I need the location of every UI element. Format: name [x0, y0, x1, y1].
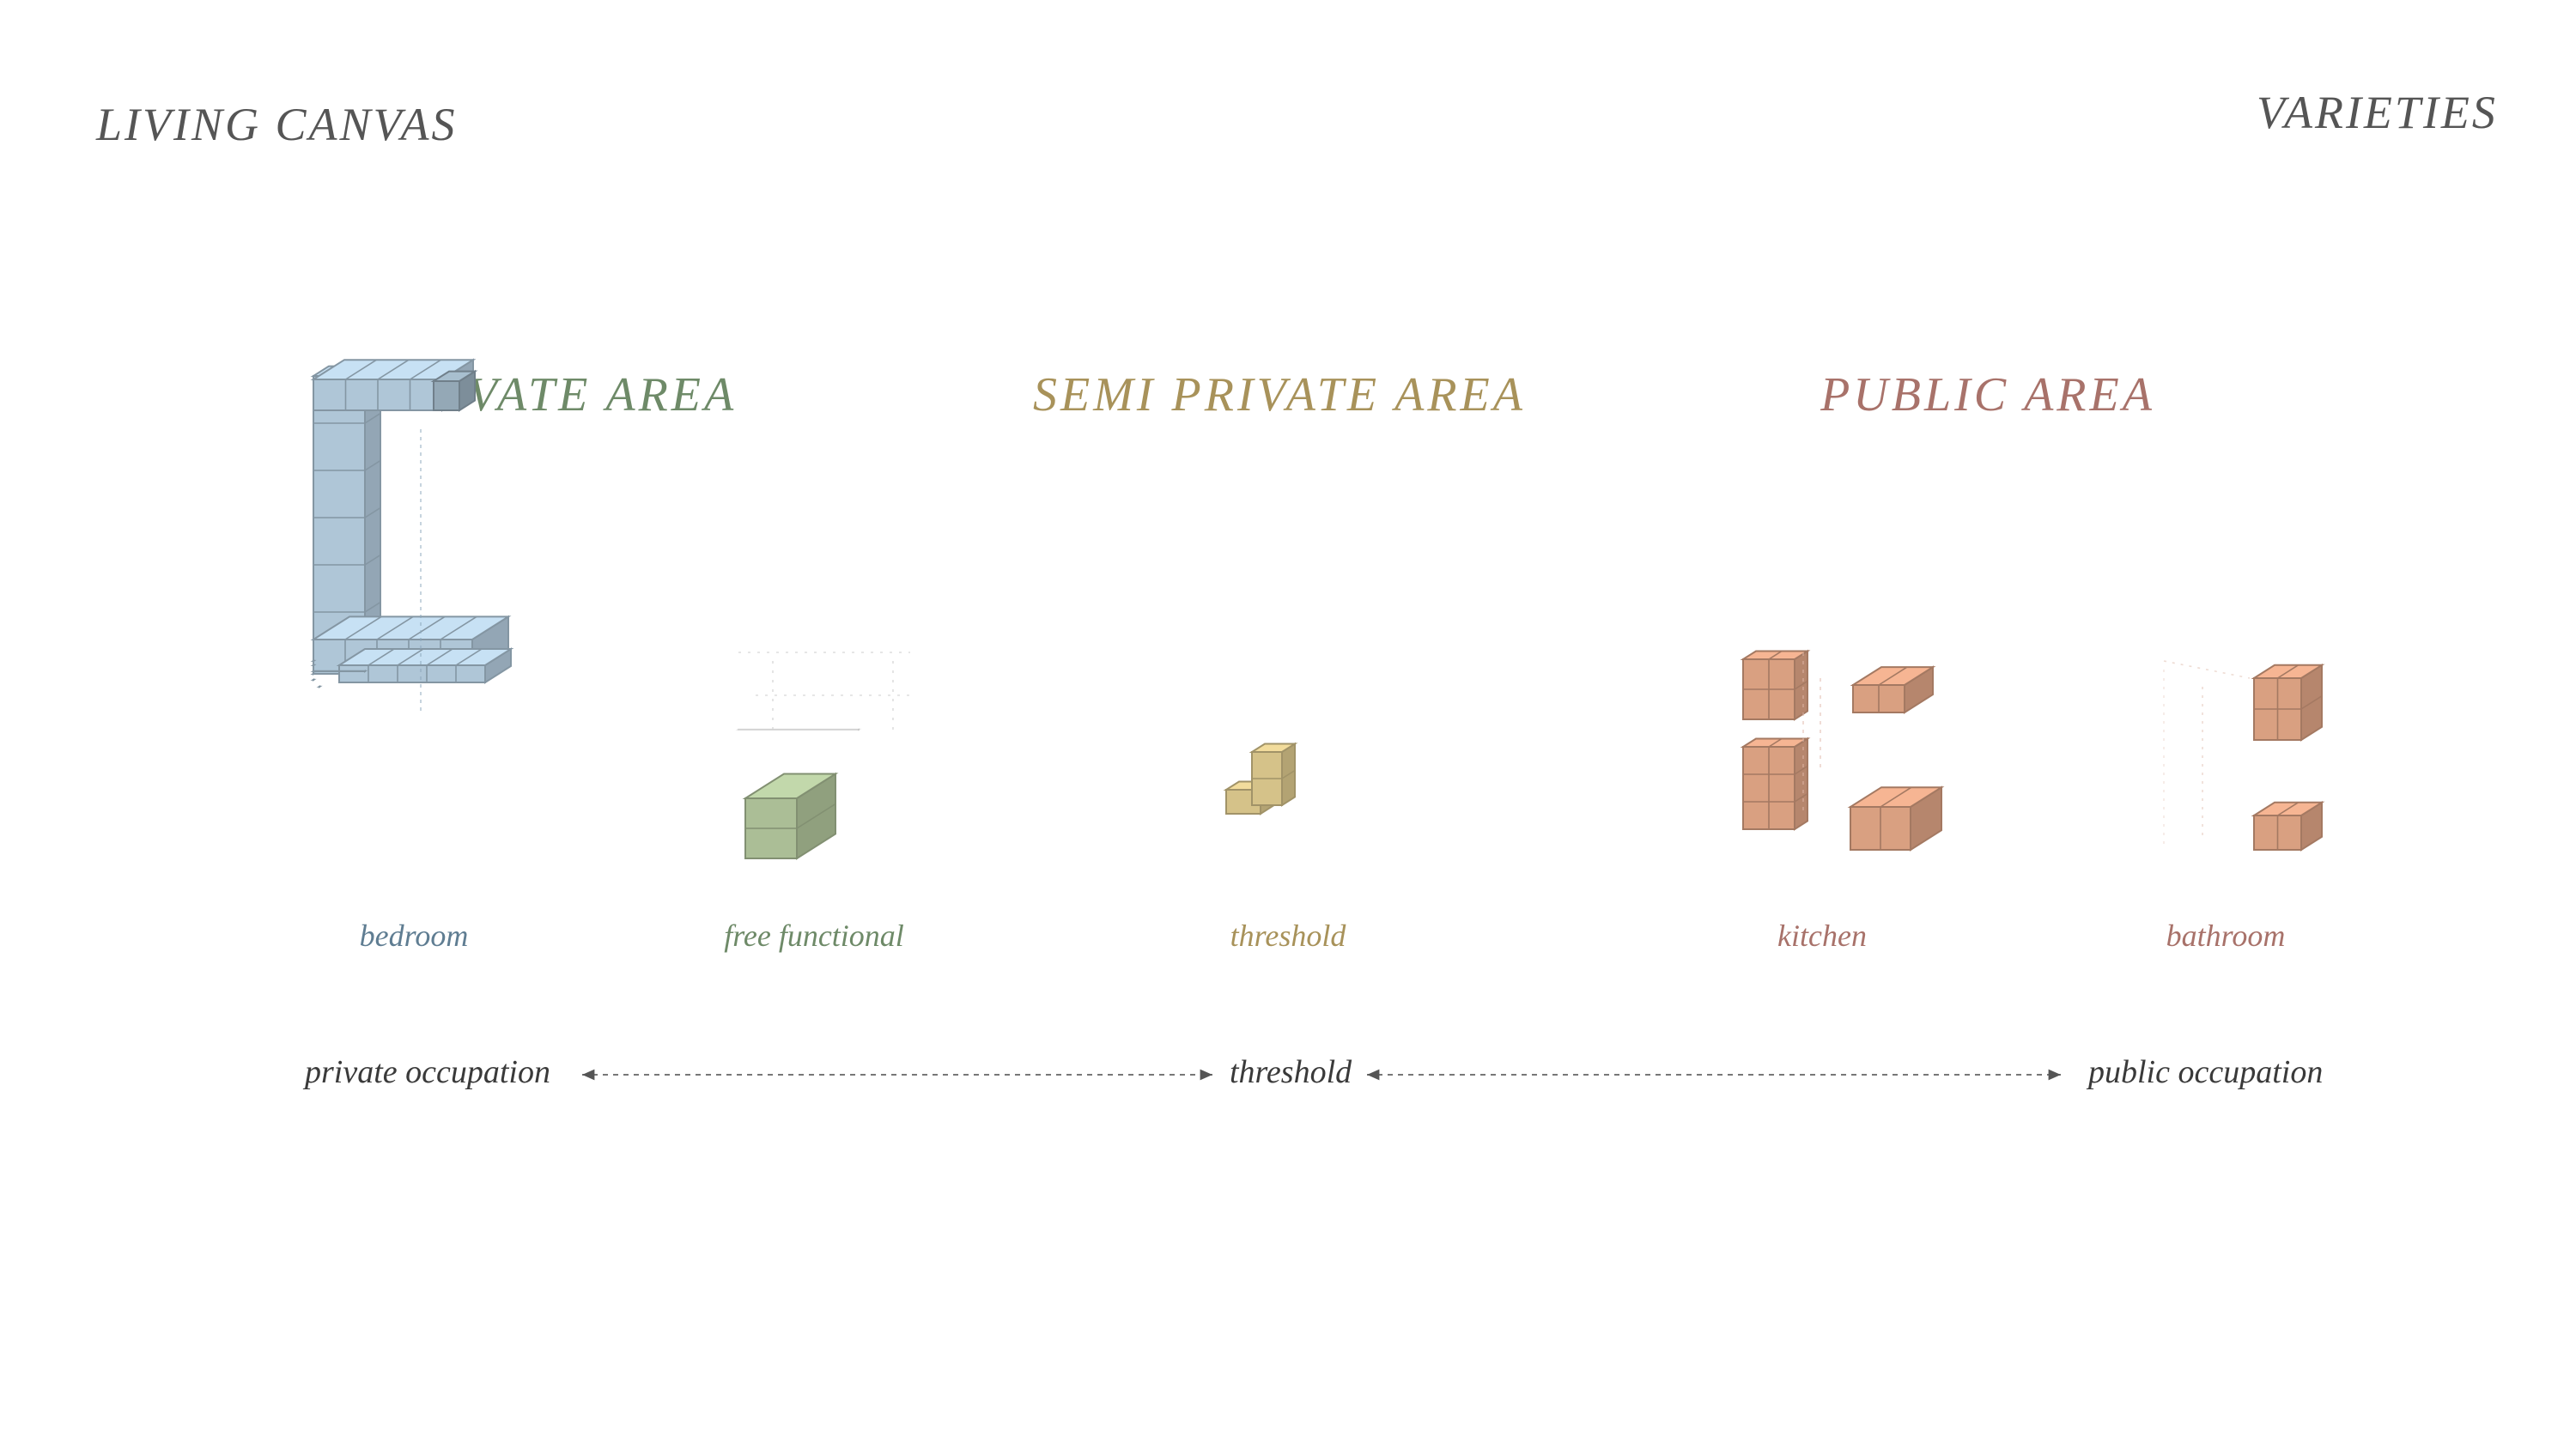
bathroom-modules-icon — [2163, 660, 2325, 852]
page-title-left: LIVING CANVAS — [96, 99, 458, 150]
bath-lower-block-grid-t — [2277, 802, 2299, 816]
kitchen-lower-tall-grid-s — [1794, 765, 1808, 775]
bedroom-base-grid-t — [455, 648, 483, 666]
scale-label-threshold: threshold — [1230, 1054, 1352, 1090]
threshold-modules-icon — [1223, 742, 1298, 815]
kitchen-lower-low-grid-t — [1880, 786, 1912, 808]
bedroom-base-top — [336, 648, 514, 666]
kitchen-lower-tall-grid-s — [1794, 792, 1808, 803]
threshold-tall-step-top — [1249, 743, 1298, 753]
public-area-heading: PUBLIC AREA — [1820, 368, 2155, 421]
scale-label-public: public occupation — [2088, 1054, 2324, 1090]
kitchen-lower-tall-grid-t — [1768, 737, 1783, 748]
scale-label-private: private occupation — [305, 1054, 550, 1090]
kitchen-modules-icon — [1740, 649, 1945, 852]
bedroom-top-shelf-grid-t — [377, 359, 410, 380]
bedroom-base-grid-t — [397, 648, 424, 666]
bedroom-column-grid-s — [364, 459, 381, 471]
module-label-threshold: threshold — [1230, 919, 1346, 953]
bath-upper-block-grid-t — [2277, 664, 2299, 679]
bedroom-top-shelf-grid-t — [345, 359, 377, 380]
module-label-free-functional: free functional — [724, 919, 904, 953]
module-label-bathroom: bathroom — [2166, 919, 2286, 953]
bedroom-column-grid-s — [364, 601, 381, 613]
bedroom-top-shelf-grid-t — [410, 359, 441, 380]
page-title-right: VARIETIES — [2257, 87, 2498, 138]
kitchen-upper-tall-grid-t — [1768, 650, 1783, 660]
bedroom-base-front — [338, 664, 486, 683]
module-label-bedroom: bedroom — [359, 919, 469, 953]
bedroom-base-grid-t — [426, 648, 453, 666]
bedroom-bottom-bench-grid-t — [376, 615, 414, 640]
free-green-block-grid-s — [796, 803, 836, 829]
bedroom-base-grid-t — [368, 648, 395, 666]
bedroom-column-grid-s — [364, 506, 381, 518]
kitchen-upper-tall-grid-s — [1794, 680, 1808, 690]
bath-outline-1 — [2163, 660, 2251, 679]
bedroom-bottom-bench-grid-t — [408, 615, 446, 640]
free-functional-modules-icon — [735, 652, 910, 860]
kitchen-upper-low-grid-t — [1878, 666, 1908, 686]
threshold-tall-step-grid-s — [1281, 769, 1296, 779]
bedroom-column-grid-s — [364, 554, 381, 566]
free-green-block-top — [742, 773, 839, 799]
bedroom-top-end-front — [433, 380, 460, 411]
semi-private-area-heading: SEMI PRIVATE AREA — [1033, 368, 1526, 421]
bedroom-bottom-bench-grid-t — [440, 615, 477, 640]
bedroom-modules-icon — [310, 358, 514, 712]
bedroom-bottom-bench-top — [310, 615, 512, 640]
module-label-kitchen: kitchen — [1777, 919, 1867, 953]
bedroom-bottom-bench-grid-t — [344, 615, 382, 640]
bedroom-column-grid-s — [364, 412, 381, 424]
bedroom-top-end-top — [430, 370, 478, 382]
kitchen-lower-tall-side — [1794, 737, 1808, 831]
bath-upper-block-grid-s — [2300, 695, 2323, 710]
